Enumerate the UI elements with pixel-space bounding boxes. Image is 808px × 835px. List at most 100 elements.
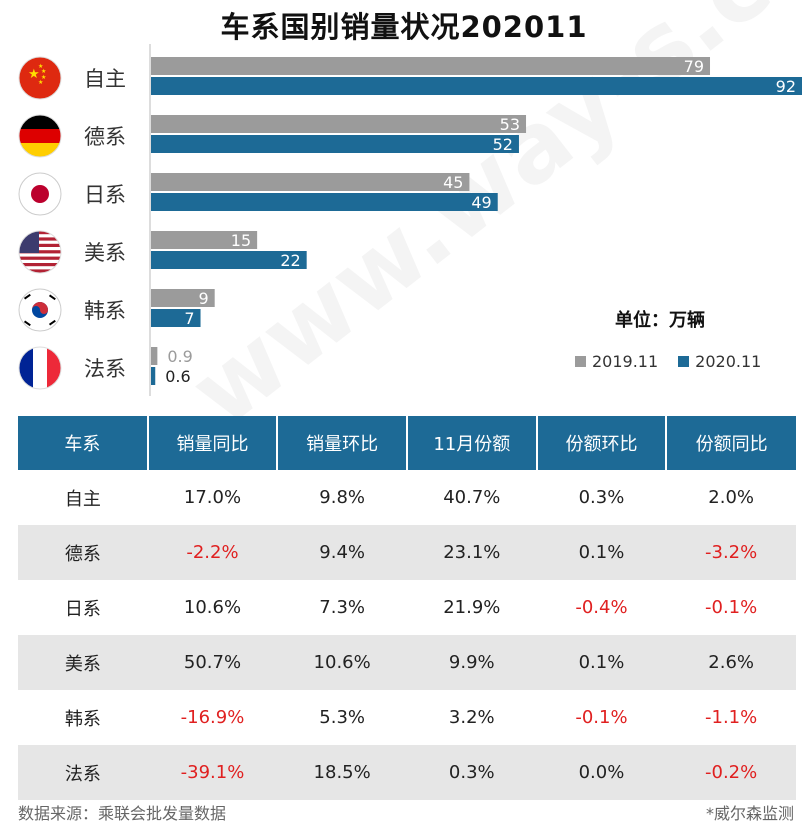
table-cell: -0.1% (705, 597, 758, 618)
table-cell: 3.2% (448, 707, 495, 728)
bar-2019-11 (151, 347, 158, 365)
table-cell: -3.2% (666, 525, 796, 580)
svg-text:★: ★ (41, 68, 46, 75)
table-row: 自主 17.0% 9.8% 40.7% 0.3% 2.0% (18, 470, 796, 525)
table-cell: 美系 (18, 635, 148, 690)
bar-2019-11 (151, 289, 215, 307)
table-cell: 0.1% (536, 635, 667, 690)
table-cell: -0.4% (575, 597, 628, 618)
table-row: 美系 50.7% 10.6% 9.9% 0.1% 2.6% (18, 635, 796, 690)
table-cell: 2.0% (708, 487, 754, 508)
usa-flag-icon (19, 231, 61, 273)
table-cell: 9.4% (277, 525, 407, 580)
table-cell: 自主 (64, 488, 101, 510)
france-flag-icon (19, 347, 61, 389)
svg-text:★: ★ (28, 67, 40, 82)
table-cell: 50.7% (147, 635, 278, 690)
bar-value-label: 49 (471, 193, 491, 212)
table-cell: 17.0% (183, 487, 242, 508)
bar-2019-11 (151, 115, 527, 133)
bar-value-label: 15 (231, 231, 251, 250)
svg-text:★: ★ (41, 74, 46, 81)
unit-label: 单位：万辆 (615, 310, 705, 331)
table-cell: 21.9% (443, 597, 501, 618)
svg-text:★: ★ (38, 79, 43, 86)
bar-2020-11 (151, 367, 156, 385)
bar-value-label: 92 (776, 77, 796, 96)
table-cell: 7.3% (319, 597, 365, 618)
bar-value-label: 22 (280, 251, 300, 270)
bar-2020-11 (151, 193, 498, 211)
bar-chart: ★ ★ ★ ★ ★ (18, 44, 802, 396)
bar-value-label: 0.6 (165, 367, 190, 386)
china-flag-icon: ★ ★ ★ ★ ★ (19, 57, 61, 99)
data-table: 车系 销量同比 销量环比 11月份额 份额环比 份额同比 自主 17.0% 9.… (18, 416, 796, 800)
table-cell: 0.3% (406, 745, 537, 800)
table-cell: -2.2% (147, 525, 278, 580)
table-header-cell: 11月份额 (405, 416, 538, 470)
legend-swatch-2020 (678, 356, 690, 367)
table-header-cell: 份额环比 (535, 416, 668, 470)
table-header-cell: 销量同比 (146, 416, 279, 470)
bar-2020-11 (151, 135, 519, 153)
korea-flag-icon (19, 289, 61, 331)
table-header-cell: 销量环比 (276, 416, 408, 470)
category-label: 韩系 (84, 299, 126, 323)
table-cell: 法系 (18, 745, 148, 800)
category-label: 自主 (84, 67, 126, 91)
table-cell: -39.1% (147, 745, 278, 800)
table-cell: 10.6% (277, 635, 407, 690)
table-cell: 韩系 (64, 708, 101, 730)
category-label: 日系 (84, 183, 126, 207)
table-cell: 10.6% (183, 597, 242, 618)
bar-value-label: 53 (500, 115, 520, 134)
table-cell: 0.0% (536, 745, 667, 800)
table-header-cell: 份额同比 (665, 416, 796, 470)
table-cell: 日系 (64, 598, 101, 620)
legend-label-2020: 2020.11 (695, 352, 762, 371)
table-cell: -0.1% (575, 707, 628, 728)
table-cell: 9.8% (319, 487, 365, 508)
table-header-cell: 车系 (18, 416, 149, 470)
germany-flag-icon (19, 115, 61, 157)
bar-value-label: 45 (443, 173, 463, 192)
table-cell: -16.9% (180, 707, 245, 728)
credit-note: *威尔森监测 (705, 804, 794, 823)
bar-value-label: 7 (184, 309, 194, 328)
table-row: 韩系 -16.9% 5.3% 3.2% -0.1% -1.1% (18, 690, 796, 745)
chart-title: 车系国别销量状况202011 (220, 10, 588, 44)
table-cell: 23.1% (406, 525, 537, 580)
bar-2019-11 (151, 173, 470, 191)
table-cell: 18.5% (277, 745, 407, 800)
table-row: 日系 10.6% 7.3% 21.9% -0.4% -0.1% (18, 580, 796, 635)
table-row: 法系 -39.1% 18.5% 0.3% 0.0% -0.2% (18, 745, 796, 800)
table-cell: -0.2% (666, 745, 796, 800)
japan-flag-icon (19, 173, 61, 215)
category-label: 美系 (84, 241, 126, 265)
legend-label-2019: 2019.11 (592, 352, 659, 371)
bar-value-label: 79 (684, 57, 704, 76)
bar-2020-11 (151, 77, 802, 95)
bar-2019-11 (151, 57, 711, 75)
bar-2020-11 (151, 251, 307, 269)
table-cell: 40.7% (443, 487, 501, 508)
bar-value-label: 52 (493, 135, 513, 154)
bar-value-label: 0.9 (167, 347, 192, 366)
bar-value-label: 9 (198, 289, 208, 308)
bar-2019-11 (151, 231, 258, 249)
category-label: 德系 (84, 125, 126, 149)
data-source-note: 数据来源：乘联会批发量数据 (18, 804, 227, 823)
svg-text:★: ★ (38, 63, 43, 70)
table-header-row: 车系 销量同比 销量环比 11月份额 份额环比 份额同比 (18, 416, 796, 470)
legend: 2019.11 2020.11 (575, 352, 761, 371)
legend-swatch-2019 (575, 356, 586, 367)
bar-2020-11 (151, 309, 201, 327)
table-cell: 5.3% (319, 707, 365, 728)
table-cell: 2.6% (666, 635, 796, 690)
table-cell: 0.1% (536, 525, 667, 580)
table-row: 德系 -2.2% 9.4% 23.1% 0.1% -3.2% (18, 525, 796, 580)
table-cell: 德系 (18, 525, 148, 580)
category-label: 法系 (84, 357, 126, 381)
table-cell: 0.3% (578, 487, 625, 508)
table-cell: 9.9% (406, 635, 537, 690)
